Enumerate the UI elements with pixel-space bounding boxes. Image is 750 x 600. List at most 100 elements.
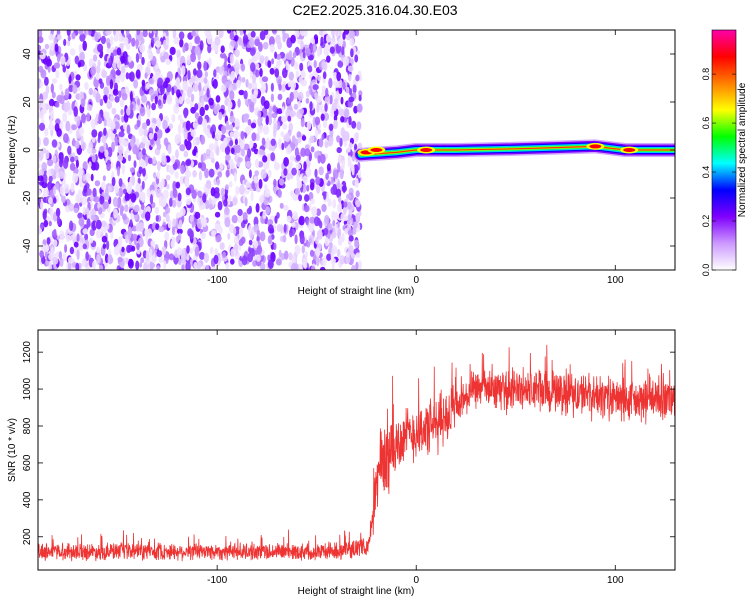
- noise-blob: [111, 107, 117, 115]
- noise-blob: [317, 155, 321, 164]
- noise-blob: [120, 55, 126, 64]
- noise-blob: [225, 169, 230, 178]
- noise-blob: [314, 116, 321, 126]
- noise-blob: [314, 168, 318, 178]
- noise-blob: [271, 145, 276, 152]
- noise-blob: [208, 203, 213, 210]
- noise-blob: [356, 103, 363, 113]
- noise-blob: [301, 79, 308, 87]
- noise-blob: [243, 143, 250, 151]
- noise-blob: [355, 74, 360, 82]
- noise-blob: [187, 228, 193, 237]
- noise-blob: [348, 235, 354, 242]
- noise-blob: [131, 245, 136, 252]
- noise-blob: [325, 172, 329, 180]
- noise-blob: [76, 249, 80, 260]
- noise-blob: [157, 129, 163, 139]
- noise-blob: [203, 96, 210, 103]
- noise-blob: [229, 90, 235, 101]
- noise-blob: [305, 158, 311, 169]
- noise-blob: [347, 146, 351, 153]
- noise-blob: [260, 168, 267, 179]
- noise-blob: [292, 211, 298, 221]
- noise-blob: [184, 138, 188, 147]
- noise-blob: [259, 30, 266, 41]
- noise-blob: [190, 129, 197, 137]
- noise-blob: [140, 257, 145, 264]
- noise-blob: [83, 185, 88, 194]
- noise-blob: [229, 53, 234, 65]
- noise-blob: [235, 66, 239, 76]
- noise-blob: [68, 203, 75, 212]
- y-tick-label: 0: [22, 147, 33, 153]
- noise-blob: [358, 90, 363, 97]
- noise-blob: [334, 211, 338, 222]
- noise-blob: [287, 81, 292, 88]
- noise-blob: [310, 265, 316, 270]
- noise-blob: [173, 36, 180, 45]
- noise-blob: [228, 181, 233, 188]
- noise-blob: [289, 110, 296, 118]
- noise-blob: [63, 133, 69, 144]
- noise-blob: [110, 132, 115, 142]
- noise-blob: [295, 154, 301, 162]
- noise-blob: [175, 181, 181, 189]
- noise-blob: [265, 188, 271, 198]
- noise-blob: [223, 61, 227, 69]
- noise-blob: [308, 222, 315, 233]
- noise-blob: [47, 181, 53, 191]
- noise-blob: [106, 163, 111, 171]
- noise-blob: [282, 123, 288, 130]
- noise-blob: [154, 244, 159, 250]
- noise-blob: [253, 240, 259, 249]
- noise-blob: [50, 110, 55, 120]
- noise-blob: [354, 239, 359, 249]
- noise-blob: [305, 167, 312, 177]
- noise-blob: [225, 184, 229, 191]
- noise-blob: [350, 58, 354, 66]
- noise-blob: [53, 185, 57, 196]
- noise-blob: [95, 229, 101, 239]
- noise-blob: [211, 230, 217, 238]
- noise-blob: [310, 198, 315, 205]
- noise-blob: [282, 234, 287, 243]
- noise-blob: [178, 219, 183, 228]
- noise-blob: [297, 137, 302, 144]
- noise-blob: [229, 161, 235, 170]
- noise-blob: [354, 54, 359, 63]
- noise-blob: [242, 34, 249, 45]
- y-tick-label: 1000: [22, 378, 33, 401]
- noise-blob: [224, 217, 231, 228]
- noise-blob: [289, 228, 293, 238]
- noise-blob: [40, 200, 44, 211]
- noise-blob: [38, 189, 42, 196]
- noise-blob: [253, 89, 258, 99]
- noise-blob: [267, 219, 274, 226]
- noise-blob: [262, 155, 268, 163]
- noise-blob: [292, 51, 297, 59]
- noise-blob: [352, 84, 357, 94]
- noise-blob: [190, 93, 195, 103]
- noise-blob: [136, 63, 143, 72]
- noise-blob: [288, 71, 294, 81]
- noise-blob: [38, 122, 46, 131]
- noise-blob: [79, 234, 83, 243]
- noise-blob: [224, 145, 231, 156]
- noise-blob: [50, 30, 55, 35]
- noise-blob: [343, 201, 348, 208]
- noise-blob: [84, 207, 90, 215]
- noise-blob: [256, 245, 263, 255]
- noise-blob: [347, 155, 352, 164]
- noise-blob: [192, 137, 197, 148]
- noise-blob: [191, 75, 196, 84]
- noise-blob: [267, 259, 274, 270]
- noise-blob: [331, 30, 336, 37]
- noise-blob: [219, 242, 225, 251]
- noise-blob: [79, 168, 84, 176]
- noise-blob: [92, 260, 96, 270]
- noise-blob: [148, 89, 155, 96]
- noise-blob: [194, 103, 199, 111]
- colorbar-tick-label: 0.4: [701, 166, 711, 179]
- noise-blob: [146, 188, 150, 198]
- noise-blob: [311, 206, 318, 216]
